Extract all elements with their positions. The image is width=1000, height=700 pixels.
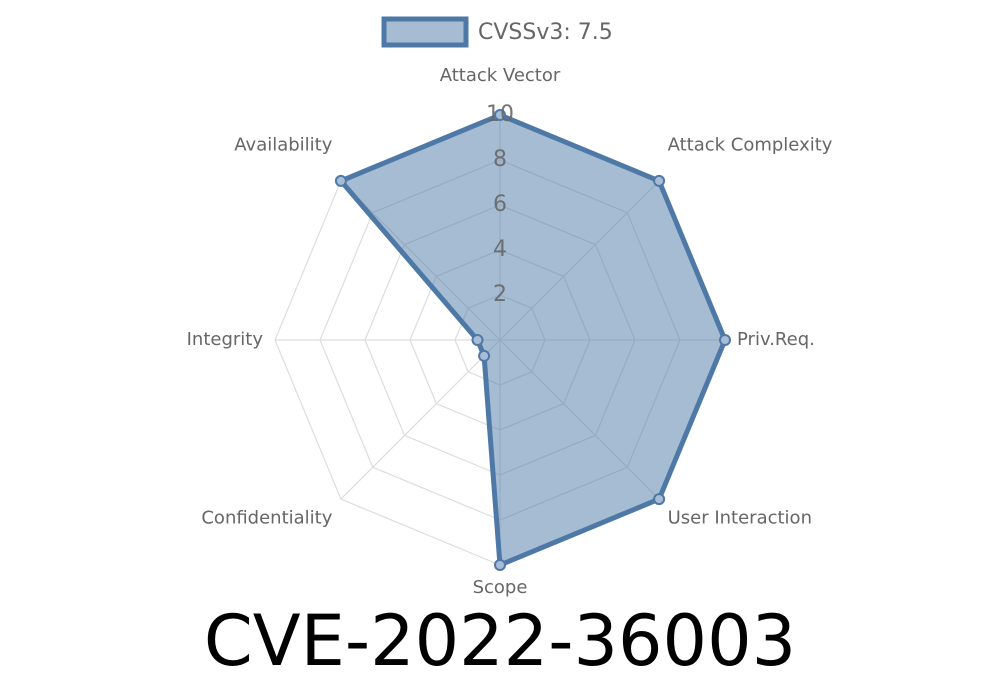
tick-label: 8 [493, 147, 507, 172]
axis-label: Confidentiality [201, 508, 332, 529]
axis-label: Attack Complexity [668, 134, 833, 155]
data-point [494, 109, 506, 121]
chart-title: CVE-2022-36003 [204, 600, 796, 682]
spoke [340, 339, 501, 500]
axis-label: Availability [234, 134, 332, 155]
axis-label: Scope [473, 577, 528, 598]
axis-label: Attack Vector [440, 65, 561, 86]
axis-label: Priv.Req. [737, 329, 815, 350]
axis-label: User Interaction [668, 508, 812, 529]
data-point [478, 349, 491, 362]
data-point [334, 174, 347, 187]
legend-label: CVSSv3: 7.5 [478, 20, 613, 45]
tick-label: 4 [493, 237, 507, 262]
tick-label: 6 [493, 192, 507, 217]
tick-label: 10 [486, 102, 514, 127]
data-point [471, 334, 484, 346]
tick-label: 2 [493, 282, 507, 307]
data-point [653, 493, 666, 506]
data-point [494, 559, 506, 571]
legend-swatch [381, 16, 469, 48]
data-point [653, 174, 666, 187]
data-point [719, 334, 731, 346]
axis-label: Integrity [187, 329, 264, 350]
